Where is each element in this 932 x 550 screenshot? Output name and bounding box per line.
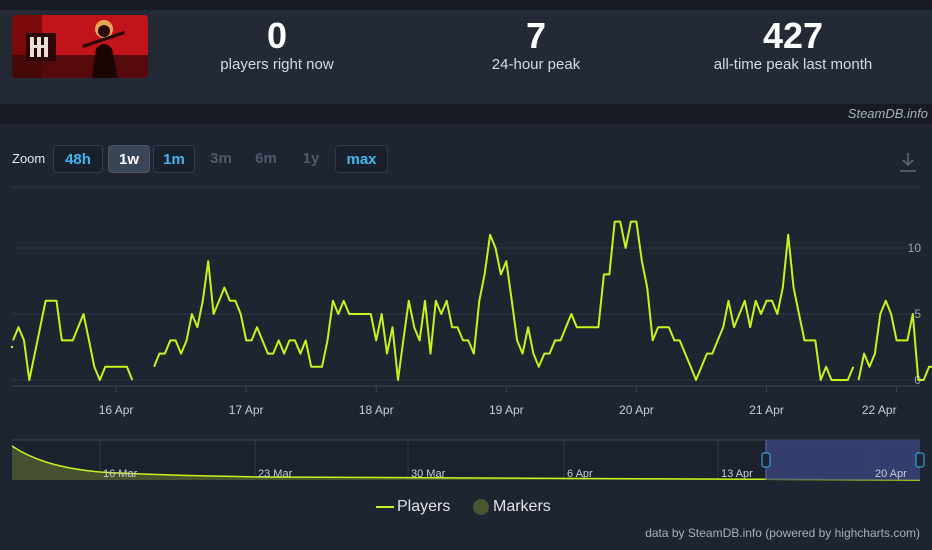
stat-players-now: 0 players right now: [157, 14, 397, 73]
circle-swatch-icon: [473, 499, 489, 515]
zoom-3m-button: 3m: [210, 150, 232, 167]
stat-value: 0: [266, 15, 288, 56]
game-thumbnail[interactable]: [12, 15, 148, 78]
credit-bar: SteamDB.info: [0, 104, 932, 124]
chart-area: [0, 124, 932, 550]
zoom-1m-button[interactable]: 1m: [153, 145, 195, 173]
legend-item-players[interactable]: Players: [376, 498, 450, 516]
stat-24h-peak: 7 24-hour peak: [416, 14, 656, 73]
stat-all-time-peak: 427 all-time peak last month: [673, 14, 913, 73]
zoom-48h-button[interactable]: 48h: [53, 145, 103, 173]
stat-value: 427: [762, 15, 824, 56]
zoom-1w-button[interactable]: 1w: [108, 145, 150, 173]
stats-header: [0, 10, 932, 104]
stat-label: players right now: [220, 56, 334, 73]
download-icon[interactable]: [898, 151, 918, 173]
top-bar: [0, 0, 932, 10]
stat-value: 7: [525, 15, 547, 56]
zoom-label: Zoom: [12, 151, 46, 166]
stat-label: 24-hour peak: [491, 56, 581, 73]
stat-label: all-time peak last month: [713, 56, 873, 73]
zoom-1y-button: 1y: [302, 150, 320, 167]
game-art-image: [12, 15, 148, 78]
legend-label: Players: [397, 498, 451, 515]
zoom-6m-button: 6m: [255, 150, 277, 167]
highcharts-credit[interactable]: data by SteamDB.info (powered by highcha…: [645, 526, 920, 540]
legend-label: Markers: [493, 498, 551, 516]
steamdb-credit[interactable]: SteamDB.info: [847, 106, 928, 121]
legend-item-markers[interactable]: Markers: [472, 498, 551, 516]
line-swatch-icon: [376, 505, 394, 508]
zoom-max-button[interactable]: max: [335, 145, 388, 173]
